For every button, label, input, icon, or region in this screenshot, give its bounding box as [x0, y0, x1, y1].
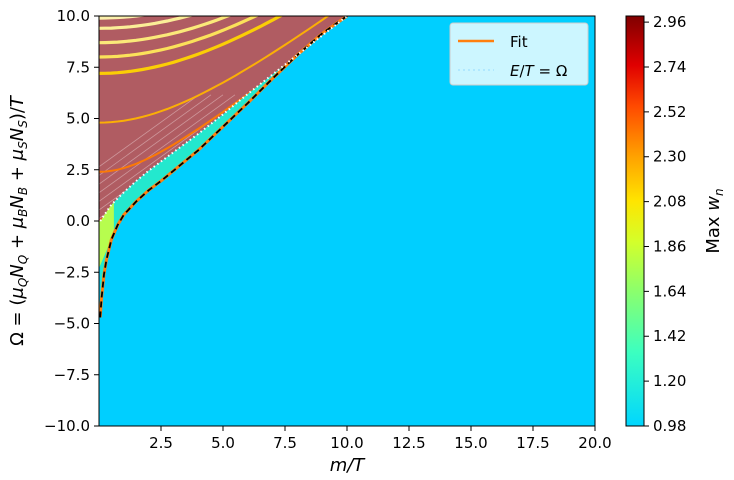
x-tick-label: 15.0: [454, 434, 487, 452]
colorbar-tick-label: 1.42: [653, 327, 686, 345]
legend: Fit E/T = Ω: [449, 22, 589, 86]
hatch-line: [99, 94, 248, 221]
x-axis-title: m/T: [330, 455, 367, 476]
y-tick-label: −10.0: [44, 417, 90, 435]
x-tick-label: 12.5: [392, 434, 425, 452]
x-tick-label: 2.5: [149, 434, 173, 452]
colorbar-tick-label: 2.96: [653, 13, 686, 31]
x-tick-label: 20.0: [578, 434, 611, 452]
colorbar-tick-label: 0.98: [653, 417, 686, 435]
legend-fit-label: Fit: [510, 33, 528, 51]
x-axis: 2.5 5.0 7.5 10.0 12.5 15.0 17.5 20.0: [149, 426, 612, 452]
x-tick-label: 5.0: [211, 434, 235, 452]
y-axis: 10.0 7.5 5.0 2.5 0.0 −2.5 −5.0 −7.5 −10.0: [44, 7, 99, 435]
colorbar-tick-label: 2.30: [653, 148, 686, 166]
plot-area: [98, 15, 596, 427]
fit-line: [99, 16, 348, 318]
y-tick-label: −2.5: [54, 263, 90, 281]
legend-et-omega-label: E/T = Ω: [510, 62, 567, 80]
pole-curve: [99, 16, 347, 45]
et-omega-line: [99, 16, 348, 222]
hatch-line: [99, 94, 200, 221]
hatch-line: [99, 94, 224, 221]
colorbar-tick-label: 1.20: [653, 372, 686, 390]
y-axis-title: Ω = (μQNQ + μBNB + μSNS)/T: [7, 94, 30, 346]
y-tick-label: 5.0: [66, 110, 90, 128]
pole-curve: [99, 16, 347, 124]
colorbar-gradient: [625, 15, 645, 427]
colorbar-title: Max wn: [703, 188, 726, 253]
pole-curve: [99, 16, 347, 30]
x-tick-label: 7.5: [273, 434, 297, 452]
y-tick-label: −7.5: [54, 366, 90, 384]
hatch-line: [99, 94, 236, 221]
colorbar-tick-label: 2.08: [653, 193, 686, 211]
resonance-region: [99, 16, 347, 221]
curves-layer: [99, 16, 348, 318]
colorbar-tick-label: 2.74: [653, 58, 686, 76]
y-tick-label: 10.0: [57, 7, 90, 25]
x-tick-label: 10.0: [330, 434, 363, 452]
colorbar-tick-label: 1.64: [653, 282, 686, 300]
pole-curve: [99, 16, 347, 20]
y-tick-label: −5.0: [54, 315, 90, 333]
colorbar-tick-label: 1.86: [653, 237, 686, 255]
y-tick-label: 2.5: [66, 161, 90, 179]
pole-curve: [99, 16, 347, 75]
pole-curve: [99, 16, 347, 59]
colorbar: 2.96 2.74 2.52 2.30 2.08 1.86 1.64 1.42 1.20 0.98…: [625, 13, 726, 435]
colorbar-tick-label: 2.52: [653, 103, 686, 121]
hatch-line: [99, 94, 212, 221]
glow-region: [99, 202, 114, 269]
y-tick-label: 0.0: [66, 212, 90, 230]
x-tick-label: 17.5: [516, 434, 549, 452]
colorbar-ticks: 2.96 2.74 2.52 2.30 2.08 1.86 1.64 1.42 1.20 0.98: [644, 13, 686, 435]
y-tick-label: 7.5: [66, 58, 90, 76]
